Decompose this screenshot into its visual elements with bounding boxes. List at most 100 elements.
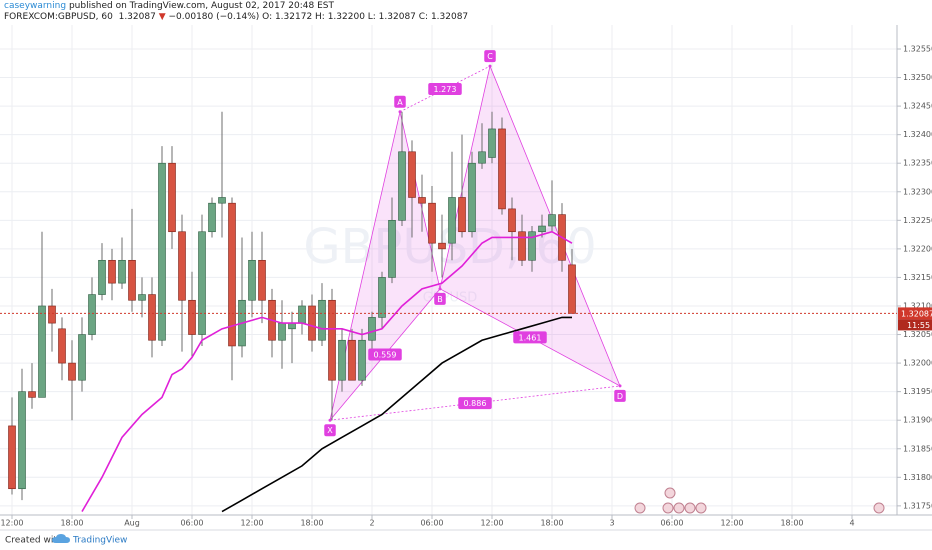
y-tick-label: 1.32400 (903, 130, 932, 139)
footer-created: Created with (5, 536, 63, 546)
candle-body (308, 305, 316, 341)
moving-average (221, 316, 572, 513)
candle-body (358, 339, 366, 381)
x-tick-label: 3 (609, 519, 614, 528)
change: −0.00180 (−0.14%) (168, 12, 260, 22)
pattern-point (328, 418, 332, 422)
pattern-point-label-box (394, 95, 406, 108)
header-line-2: FOREXCOM:GBPUSD, 60 1.32087 ▼ −0.00180 (… (4, 12, 468, 23)
ohlc: O: 1.32172 H: 1.32200 L: 1.32087 C: 1.32… (262, 12, 469, 22)
candle-body (48, 305, 56, 324)
pattern-point-label-box (324, 424, 336, 437)
pattern-line (329, 385, 621, 421)
footer-brand[interactable]: TradingView (72, 536, 127, 546)
candle-body (428, 202, 436, 244)
pattern-ratio-box (368, 348, 402, 361)
candle-body (188, 299, 196, 335)
pattern-point-label: D (617, 392, 623, 401)
countdown-box (898, 319, 932, 331)
y-tick-label: 1.32100 (903, 301, 932, 310)
candle-body (78, 334, 86, 381)
candle-body (208, 202, 216, 233)
candle-body (398, 151, 406, 221)
moving-averages (81, 230, 573, 513)
candle-body (218, 197, 226, 204)
y-tick-label: 1.31800 (903, 473, 932, 482)
candle-body (138, 294, 146, 301)
x-tick-label: 18:00 (60, 519, 83, 528)
axes: 1.31750 1.31800 1.31850 1.31900 1.31950 1.320… (0, 44, 932, 528)
candle-body (118, 259, 126, 284)
candle-body (548, 214, 556, 227)
pattern-labels: X A B C D 1.273 0.559 1.461 0.886 (324, 50, 626, 437)
candle-body (348, 339, 356, 381)
pattern-line (399, 65, 491, 113)
candle-body (418, 197, 426, 204)
pattern-point-label-box (484, 50, 496, 63)
candle-body (488, 128, 496, 158)
event-icon[interactable] (873, 502, 885, 514)
event-icon[interactable] (673, 502, 685, 514)
pattern-ratio: 1.461 (519, 333, 542, 342)
x-tick-label: Aug (124, 519, 140, 528)
pattern-point-label: X (327, 426, 333, 435)
y-tick-label: 1.31950 (903, 387, 932, 396)
moving-average (81, 230, 573, 512)
candle-body (528, 231, 536, 261)
pattern-ratio-box (458, 397, 492, 410)
candle-body (468, 162, 476, 233)
header-line-1: caseywarning published on TradingView.co… (4, 1, 468, 12)
candle-body (438, 242, 446, 250)
x-tick-label: 18:00 (300, 519, 323, 528)
candle-body (98, 259, 106, 295)
x-tick-label: 12:00 (0, 519, 23, 528)
candle-body (58, 328, 66, 364)
candle-body (68, 362, 76, 381)
pattern-ratio: 0.559 (374, 351, 397, 360)
candle-body (388, 220, 396, 278)
last-price-box (898, 307, 932, 320)
y-tick-label: 1.32450 (903, 102, 932, 111)
candle-body (168, 162, 176, 233)
event-icon[interactable] (634, 502, 646, 514)
symbol: FOREXCOM:GBPUSD, 60 (4, 12, 113, 22)
x-tick-label: 12:00 (720, 519, 743, 528)
candle-body (8, 425, 16, 490)
candle-body (458, 197, 466, 233)
candle-body (128, 259, 136, 301)
y-tick-label: 1.31900 (903, 416, 932, 425)
candle-body (378, 277, 386, 318)
x-tick-label: 12:00 (480, 519, 503, 528)
candles (8, 111, 576, 501)
candle-body (538, 225, 546, 233)
candle-body (198, 231, 206, 335)
x-tick-label: 12:00 (240, 519, 263, 528)
candle-body (28, 391, 36, 398)
x-tick-label: 18:00 (540, 519, 563, 528)
candle-body (408, 151, 416, 198)
candle-body (568, 264, 576, 314)
y-tick-label: 1.32000 (903, 359, 932, 368)
candle-body (148, 294, 156, 341)
pattern-point-label-box (614, 389, 626, 402)
y-tick-label: 1.31750 (903, 501, 932, 510)
x-tick-label: 06:00 (660, 519, 683, 528)
y-tick-label: 1.32350 (903, 159, 932, 168)
last-price: 1.32087 (118, 12, 156, 22)
published: published on TradingView.com, August 02,… (68, 1, 334, 11)
pattern-point-label: C (487, 52, 493, 61)
event-icon[interactable] (695, 502, 707, 514)
y-tick-label: 1.32200 (903, 244, 932, 253)
candle-body (448, 197, 456, 244)
y-tick-label: 1.32050 (903, 330, 932, 339)
author[interactable]: caseywarning (4, 1, 67, 11)
event-icon[interactable] (662, 502, 674, 514)
candle-body (318, 299, 326, 341)
y-tick-label: 1.32500 (903, 73, 932, 82)
event-icon[interactable] (684, 502, 696, 514)
candle-body (38, 305, 46, 398)
countdown: 11:55 (907, 321, 930, 330)
event-icon[interactable] (664, 487, 676, 499)
